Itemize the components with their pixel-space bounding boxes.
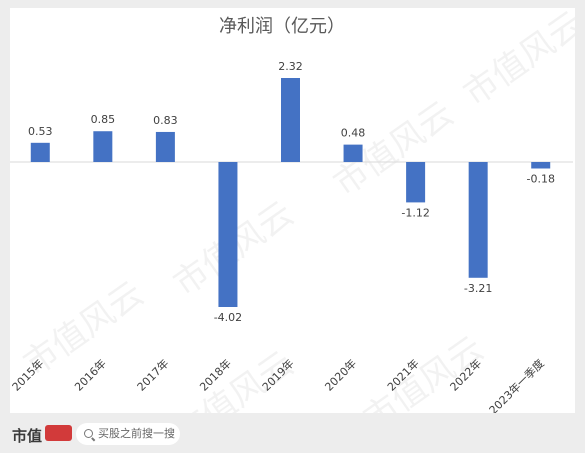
- bar-8: [531, 162, 551, 169]
- search-text: 买股之前搜一搜: [98, 427, 175, 440]
- bar-0: [30, 142, 50, 162]
- chart-card: 市值风云市值风云市值风云市值风云市值风云市值风云净利润（亿元）0.532015年…: [10, 8, 575, 413]
- data-label-8: -0.18: [526, 172, 554, 185]
- data-label-7: -3.21: [464, 282, 492, 295]
- data-label-1: 0.85: [91, 113, 116, 126]
- brand-logo-mark: [45, 425, 72, 441]
- bar-chart: 市值风云市值风云市值风云市值风云市值风云市值风云净利润（亿元）0.532015年…: [10, 8, 575, 413]
- category-label-8: 2023年一季度: [486, 356, 547, 413]
- bar-4: [281, 78, 300, 162]
- footer-bar: 市值 买股之前搜一搜: [0, 413, 585, 453]
- bar-5: [343, 144, 363, 162]
- data-label-0: 0.53: [28, 125, 53, 138]
- chart-title: 净利润（亿元）: [219, 16, 345, 37]
- search-icon: [84, 429, 93, 438]
- category-label-5: 2020年: [322, 356, 359, 393]
- search-box[interactable]: 买股之前搜一搜: [76, 423, 180, 445]
- bar-1: [93, 131, 113, 162]
- category-label-1: 2016年: [71, 356, 108, 393]
- category-label-2: 2017年: [134, 356, 171, 393]
- data-label-2: 0.83: [153, 114, 178, 127]
- watermark-text: 市值风云: [457, 8, 575, 114]
- data-label-5: 0.48: [341, 127, 366, 140]
- bar-6: [406, 162, 426, 203]
- data-label-4: 2.32: [278, 60, 303, 73]
- data-label-6: -1.12: [401, 206, 429, 219]
- bar-2: [155, 131, 175, 162]
- brand-logo-text: 市值: [12, 427, 43, 445]
- data-label-3: -4.02: [214, 311, 242, 324]
- bar-3: [218, 162, 238, 307]
- bar-7: [468, 162, 488, 278]
